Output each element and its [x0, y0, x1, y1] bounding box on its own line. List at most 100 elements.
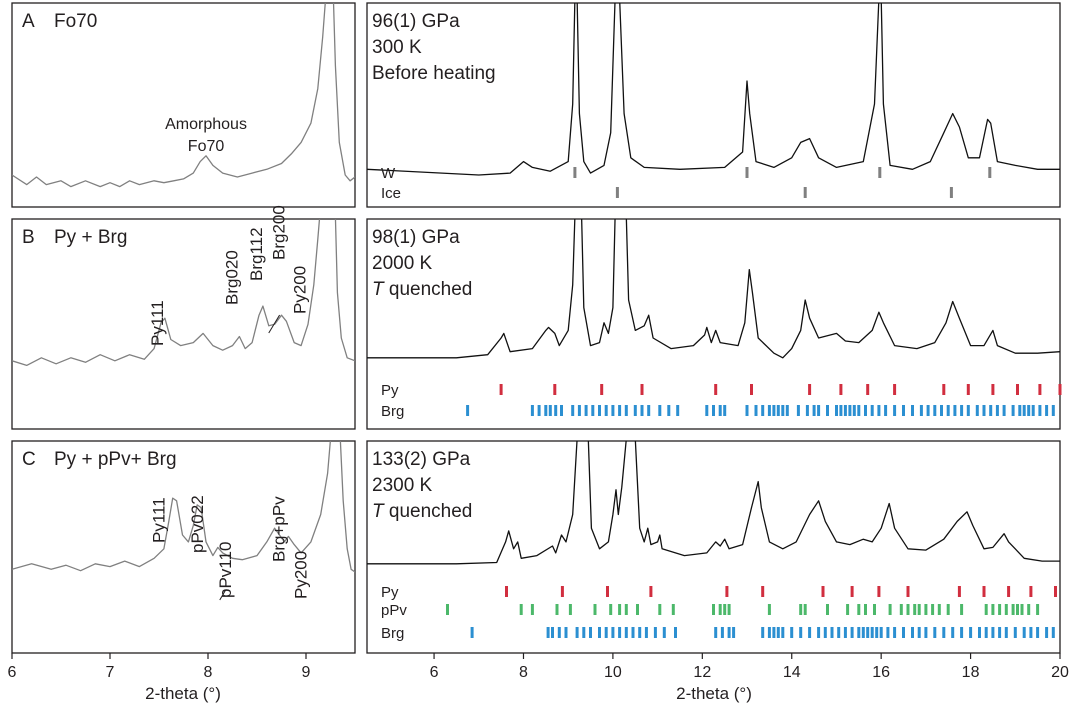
reflection-tick — [674, 627, 677, 638]
reflection-tick — [705, 405, 709, 416]
panel-frame — [11, 218, 356, 430]
reflection-tick — [1002, 405, 1006, 416]
reflection-tick — [718, 604, 722, 615]
reflection-tick — [575, 627, 579, 638]
x-tick-label: 20 — [1051, 664, 1069, 681]
reflection-tick — [767, 405, 771, 416]
reflection-tick — [519, 604, 523, 615]
reflection-tick — [571, 405, 575, 416]
x-tick-label: 16 — [872, 664, 890, 681]
reflection-tick — [785, 405, 789, 416]
panel-title: Fo70 — [54, 11, 97, 32]
diffraction-pattern-line — [367, 3, 1060, 176]
reflection-tick — [991, 627, 995, 638]
reflection-tick — [911, 405, 914, 416]
peak-label: Py111 — [148, 300, 167, 346]
reflection-tick — [960, 405, 964, 416]
reflection-tick — [584, 405, 588, 416]
reflection-tick — [917, 604, 921, 615]
reflection-tick — [505, 586, 508, 597]
reflection-tick — [662, 627, 666, 638]
reflection-tick — [671, 604, 675, 615]
x-tick-label: 9 — [302, 664, 311, 681]
reflection-tick — [640, 405, 644, 416]
condition-label: T quenched — [372, 279, 472, 300]
panel-letter: C — [22, 449, 36, 470]
panel-A-right: 96(1) GPa 300 K Before heating W Ice — [366, 2, 1061, 208]
reflection-tick — [803, 604, 807, 615]
reflection-tick — [899, 604, 903, 615]
reflection-tick — [568, 604, 572, 615]
reflection-row-label: W — [381, 165, 396, 182]
reflection-tick — [931, 604, 935, 615]
condition-label: 300 K — [372, 37, 422, 58]
right-x-axis-label: 2-theta (°) — [676, 684, 752, 703]
reflection-tick — [530, 405, 534, 416]
reflection-tick — [893, 627, 897, 638]
reflection-tick — [850, 627, 854, 638]
reflection-tick — [745, 167, 749, 178]
reflection-row-label: Brg — [381, 403, 404, 420]
reflection-tick — [604, 627, 608, 638]
panel-frame — [366, 218, 1061, 430]
reflection-tick — [875, 627, 879, 638]
reflection-tick — [772, 627, 776, 638]
panel-frame — [366, 2, 1061, 208]
reflection-tick — [808, 627, 812, 638]
reflection-tick — [573, 167, 577, 178]
reflection-tick — [1051, 627, 1055, 638]
reflection-tick — [1004, 604, 1008, 615]
x-tick-label: 12 — [693, 664, 711, 681]
reflection-tick — [615, 187, 619, 198]
reflection-tick — [548, 405, 552, 416]
reflection-tick — [658, 405, 662, 416]
reflection-tick — [906, 586, 910, 597]
reflection-tick — [712, 405, 715, 416]
reflection-tick — [830, 627, 834, 638]
reflection-tick — [604, 405, 608, 416]
panel-frame — [11, 2, 356, 208]
reflection-tick — [857, 627, 861, 638]
reflection-tick — [866, 384, 870, 395]
reflection-tick — [850, 586, 854, 597]
reflection-row-label: Ice — [381, 185, 401, 202]
reflection-tick — [1038, 405, 1042, 416]
reflection-tick — [761, 586, 765, 597]
reflection-tick — [1004, 627, 1008, 638]
x-tick-label: 8 — [519, 664, 528, 681]
reflection-tick — [530, 604, 534, 615]
reflection-tick — [745, 405, 749, 416]
panel-letter: B — [22, 227, 35, 248]
reflection-tick — [767, 627, 771, 638]
reflection-tick — [796, 405, 800, 416]
reflection-tick — [864, 604, 867, 615]
condition-label: Before heating — [372, 63, 496, 84]
reflection-row-label: Py — [381, 382, 399, 399]
reflection-tick — [446, 604, 449, 615]
reflection-tick — [799, 627, 803, 638]
reflection-tick — [1016, 604, 1019, 615]
reflection-tick — [582, 627, 586, 638]
reflection-tick — [718, 405, 722, 416]
reflection-tick — [723, 604, 727, 615]
reflection-tick — [761, 405, 765, 416]
reflection-tick — [893, 405, 897, 416]
diffraction-pattern-line — [12, 3, 355, 188]
reflection-tick — [714, 627, 718, 638]
reflection-tick — [984, 627, 988, 638]
reflection-tick — [633, 405, 637, 416]
peak-label: Py200 — [290, 266, 309, 314]
leader-line — [268, 314, 281, 334]
reflection-row-label: pPv — [381, 602, 407, 619]
reflection-tick — [839, 405, 843, 416]
reflection-tick — [598, 627, 601, 638]
reflection-tick — [1011, 604, 1015, 615]
reflection-tick — [649, 586, 653, 597]
reflection-tick — [803, 187, 807, 198]
reflection-tick — [984, 604, 988, 615]
reflection-tick — [790, 627, 794, 638]
reflection-tick — [551, 627, 554, 638]
reflection-tick — [600, 384, 604, 395]
reflection-row-label: Brg — [381, 625, 404, 642]
diffraction-pattern-line — [367, 441, 1060, 565]
